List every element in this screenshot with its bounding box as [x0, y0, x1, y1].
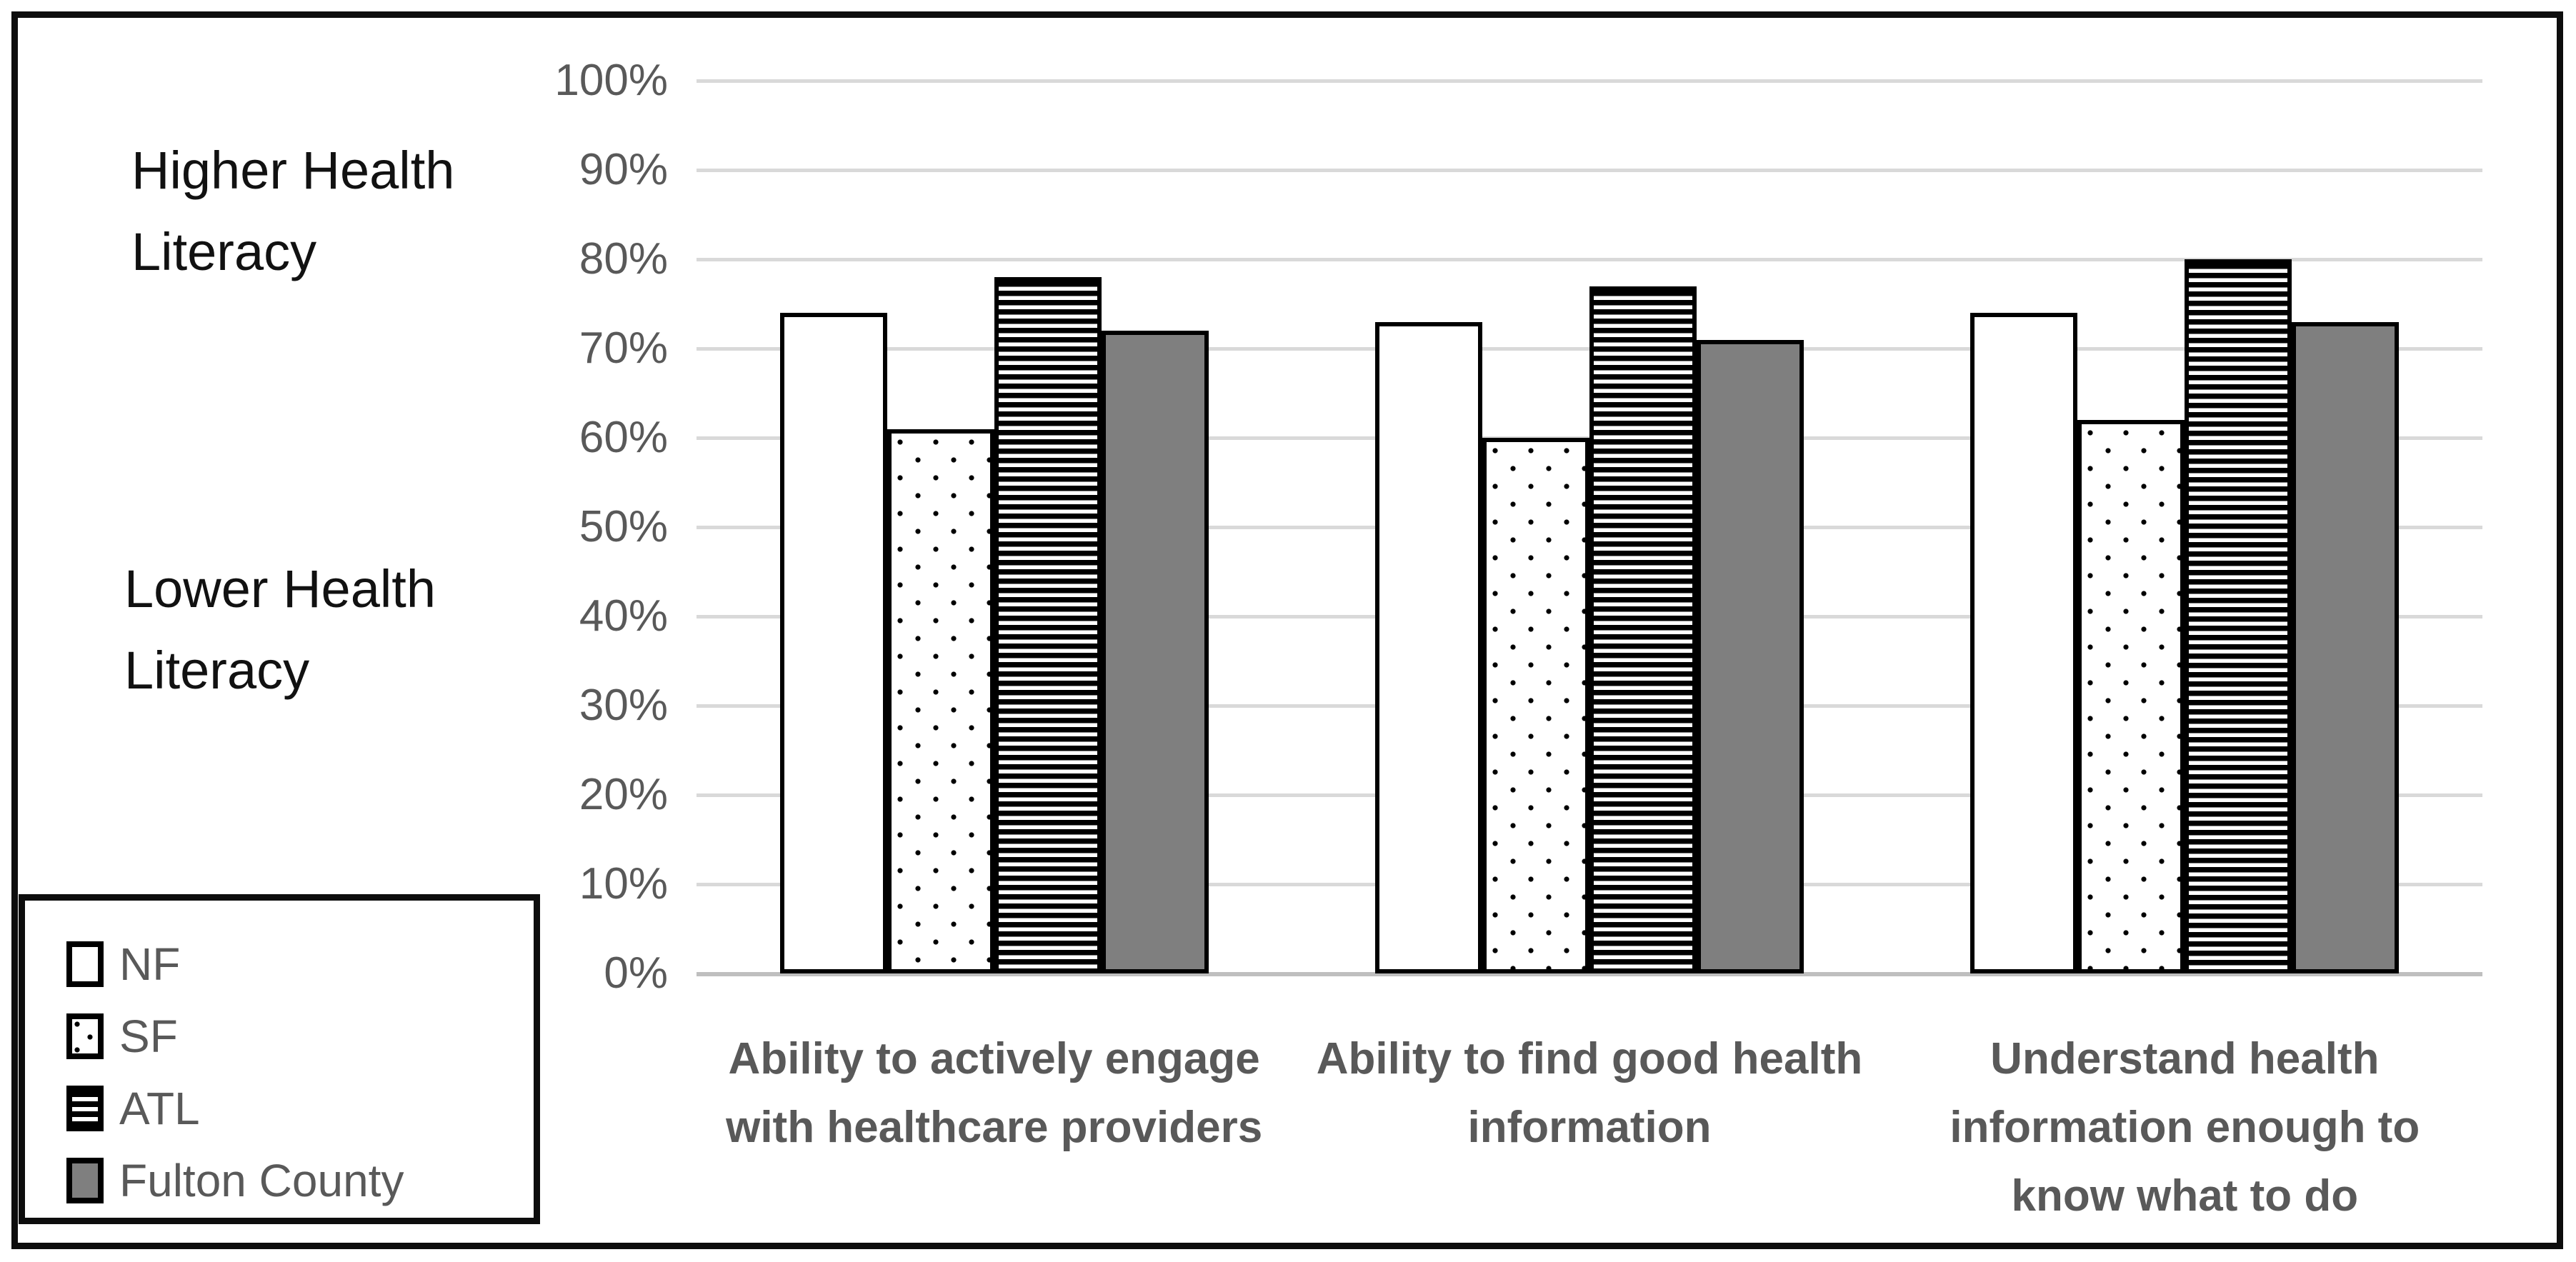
- bar-fulton-county-group3: [2292, 321, 2400, 973]
- bar-atl-group2: [1589, 286, 1697, 973]
- legend-swatch-sf: [66, 1013, 104, 1059]
- legend-label-sf: SF: [119, 1010, 178, 1062]
- y-axis-label-0pct: 0%: [604, 948, 668, 998]
- legend-swatch-nf: [66, 941, 104, 987]
- legend-item-atl: ATL: [66, 1072, 534, 1144]
- y-axis-label-70pct: 70%: [579, 324, 668, 373]
- bar-atl-group1: [994, 277, 1102, 973]
- y-axis-label-90pct: 90%: [579, 145, 668, 194]
- legend-swatch-fulton-county: [66, 1157, 104, 1203]
- legend-item-sf: SF: [66, 1000, 534, 1072]
- category-label-2: Ability to find good health information: [1316, 1034, 1863, 1152]
- bar-fulton-county-group2: [1696, 339, 1804, 973]
- bar-nf-group3: [1970, 313, 2078, 973]
- legend: NF SF ATL Fulton County: [19, 894, 540, 1224]
- category-label-1: Ability to actively engage with healthca…: [726, 1034, 1263, 1152]
- chart-outer-border: [11, 11, 2563, 1249]
- bar-group-2: [1292, 81, 1887, 973]
- y-axis-label-100pct: 100%: [554, 56, 668, 105]
- legend-swatch-atl: [66, 1085, 104, 1131]
- bar-sf-group2: [1482, 438, 1589, 973]
- y-axis-label-50pct: 50%: [579, 502, 668, 551]
- bar-sf-group1: [887, 429, 994, 973]
- bar-fulton-county-group1: [1101, 331, 1209, 973]
- bar-nf-group2: [1374, 321, 1482, 973]
- y-axis-label-30pct: 30%: [579, 681, 668, 730]
- gridline: [697, 168, 2482, 172]
- y-axis-label-40pct: 40%: [579, 591, 668, 641]
- plot-area: [697, 79, 2482, 976]
- bar-group-1: [697, 81, 1292, 973]
- bar-group-3: [1887, 81, 2482, 973]
- y-axis-label-80pct: 80%: [579, 234, 668, 284]
- annotation-lower-health-literacy: Lower Health Literacy: [124, 559, 436, 700]
- legend-item-nf: NF: [66, 928, 534, 1000]
- y-axis-label-20pct: 20%: [579, 770, 668, 819]
- gridline-baseline: [697, 971, 2482, 976]
- legend-label-nf: NF: [119, 938, 181, 990]
- legend-label-atl: ATL: [119, 1082, 200, 1134]
- gridline: [697, 257, 2482, 261]
- category-label-3: Understand health information enough to …: [1950, 1034, 2420, 1221]
- bar-nf-group1: [779, 313, 887, 973]
- y-axis-label-10pct: 10%: [579, 859, 668, 908]
- legend-item-fulton-county: Fulton County: [66, 1144, 534, 1216]
- y-axis-label-60pct: 60%: [579, 413, 668, 462]
- bar-atl-group3: [2185, 259, 2292, 973]
- gridline: [697, 79, 2482, 83]
- annotation-higher-health-literacy: Higher Health Literacy: [131, 141, 455, 281]
- bar-sf-group3: [2077, 420, 2185, 973]
- legend-label-fulton-county: Fulton County: [119, 1154, 404, 1206]
